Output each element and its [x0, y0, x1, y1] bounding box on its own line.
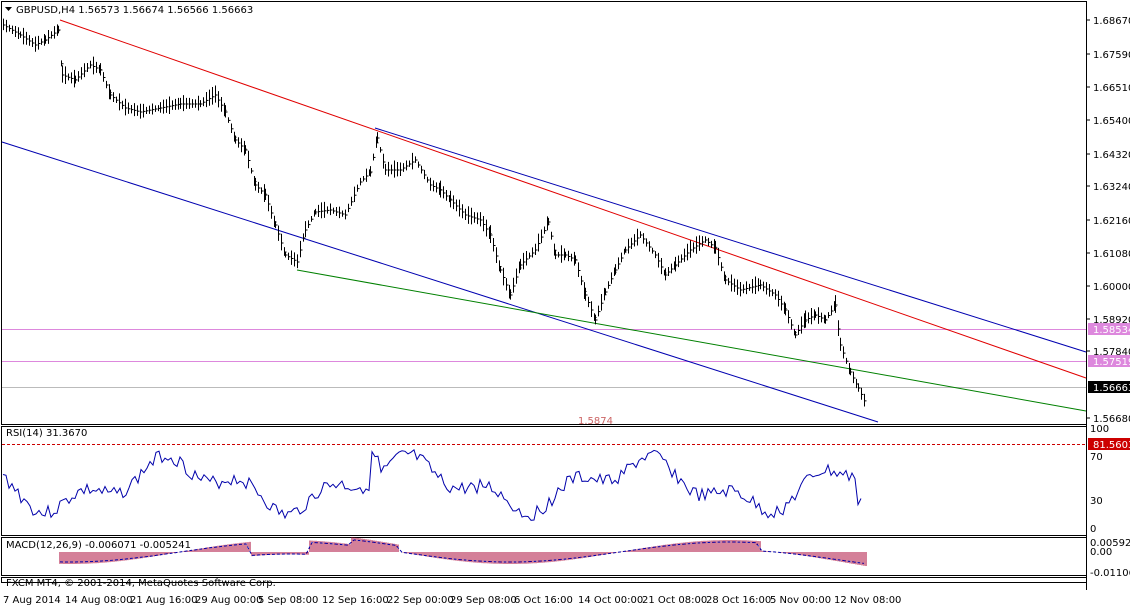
dropdown-arrow-icon[interactable]: [5, 7, 12, 11]
time-label: 28 Oct 16:00: [706, 595, 771, 606]
rsi-marker-tag-text: 81.5603: [1093, 440, 1130, 451]
price-label: 1.56680: [1093, 414, 1130, 425]
rsi-pane[interactable]: [1, 426, 1087, 536]
rsi-label: RSI(14) 31.3670: [6, 428, 87, 439]
price-label: 1.63240: [1093, 182, 1130, 193]
price-label: 1.60000: [1093, 282, 1130, 293]
time-label: 6 Oct 16:00: [514, 595, 573, 606]
macd-signal-line: [59, 539, 865, 564]
time-label: 14 Aug 08:00: [65, 595, 132, 606]
rsi-line: [2, 448, 862, 521]
rsi-axis: 100 70 30 0: [1090, 424, 1109, 535]
current-price-tag-text: 1.56663: [1093, 383, 1130, 394]
macd-level-label: 0.00592: [1090, 538, 1130, 549]
green-trend-line[interactable]: [296, 269, 1087, 412]
time-label: 21 Oct 08:00: [642, 595, 707, 606]
rsi-level-label: 70: [1090, 452, 1103, 463]
time-label: 7 Aug 2014: [3, 595, 61, 606]
price-label: 1.65400: [1093, 116, 1130, 127]
pink-price-tag: [1088, 323, 1130, 335]
price-label: 1.58920: [1093, 315, 1130, 326]
price-label: 1.67590: [1093, 50, 1130, 61]
price-candles: [3, 18, 867, 407]
time-label: 29 Aug 00:00: [195, 595, 262, 606]
blue-channel-lower-line[interactable]: [1, 141, 879, 423]
price-label: 1.62160: [1093, 216, 1130, 227]
price-label: 1.68670: [1093, 16, 1130, 27]
bottom-price-text: 1.5874: [578, 416, 613, 427]
price-label: 1.64320: [1093, 150, 1130, 161]
rsi-level-label: 30: [1090, 496, 1103, 507]
price-label: 1.61080: [1093, 249, 1130, 260]
time-label: 5 Sep 08:00: [258, 595, 318, 606]
red-channel-line[interactable]: [59, 19, 1087, 379]
price-label: 1.57840: [1093, 347, 1130, 358]
pink-price-tag-text: 1.58534: [1093, 325, 1130, 336]
pink-price-tag: [1088, 355, 1130, 367]
time-label: 12 Sep 16:00: [322, 595, 389, 606]
macd-level-label: -0.011065: [1090, 568, 1130, 579]
price-axis: 1.68670 1.67590 1.66510 1.65400 1.64320 …: [1086, 16, 1130, 425]
pink-price-tag-text: 1.57519: [1093, 357, 1130, 368]
time-label: 12 Nov 08:00: [834, 595, 901, 606]
time-label: 14 Oct 00:00: [578, 595, 643, 606]
blue-channel-upper-line[interactable]: [374, 127, 1087, 353]
time-label: 29 Sep 08:00: [450, 595, 517, 606]
time-label: 5 Nov 00:00: [770, 595, 831, 606]
chart-header: GBPUSD,H4 1.56573 1.56674 1.56566 1.5666…: [16, 5, 253, 16]
macd-axis: 0.00592 0.00 -0.011065: [1090, 538, 1130, 579]
time-axis: 7 Aug 2014 14 Aug 08:00 21 Aug 16:00 29 …: [3, 595, 901, 606]
macd-label: MACD(12,26,9) -0.006071 -0.005241: [6, 540, 191, 551]
rsi-level-label: 0: [1090, 524, 1096, 535]
copyright-text: FXCM MT4, © 2001-2014, MetaQuotes Softwa…: [6, 578, 276, 589]
price-label: 1.66510: [1093, 83, 1130, 94]
macd-level-label: 0.00: [1090, 547, 1112, 558]
time-label: 22 Sep 00:00: [387, 595, 454, 606]
time-label: 21 Aug 16:00: [130, 595, 197, 606]
rsi-level-label: 100: [1090, 424, 1109, 435]
current-price-tag: [1088, 381, 1130, 393]
rsi-marker-tag: [1088, 438, 1130, 450]
